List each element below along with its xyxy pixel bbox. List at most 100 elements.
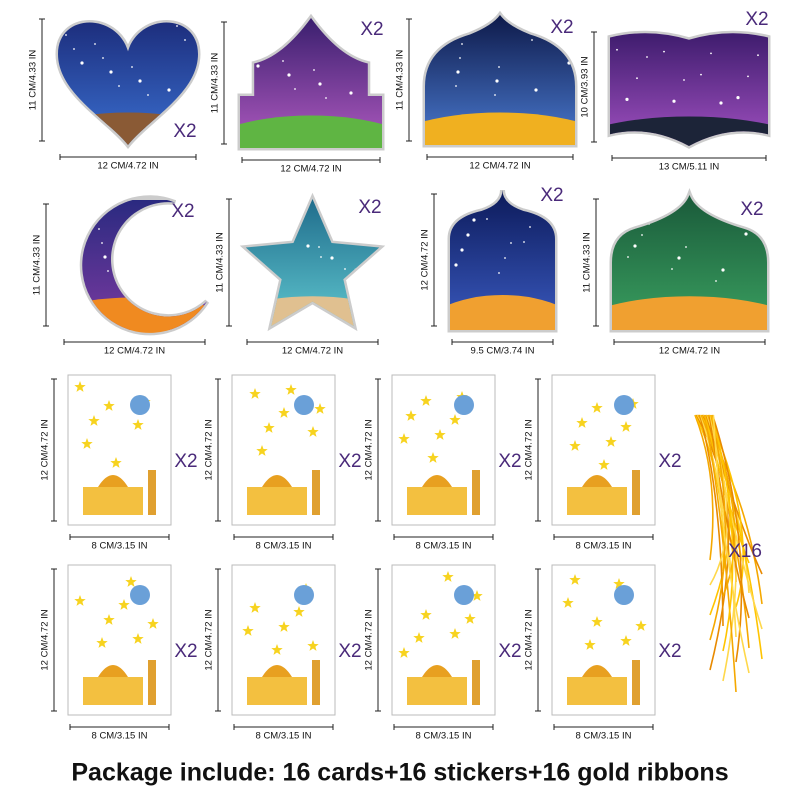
card-ground xyxy=(450,295,555,330)
card-ground xyxy=(612,296,767,330)
quantity-label: X2 xyxy=(540,185,563,206)
star-dot xyxy=(306,244,310,248)
width-label: 8 CM/3.15 IN xyxy=(416,731,472,742)
quantity-label: X2 xyxy=(174,641,197,662)
sticker-sheet xyxy=(391,374,496,526)
quantity-label: X2 xyxy=(498,641,521,662)
sticker-figure xyxy=(294,585,314,605)
star-dot xyxy=(67,233,69,235)
height-label: 11 CM/4.33 IN xyxy=(215,232,226,293)
sticker-minaret xyxy=(632,660,640,705)
sticker-mosque xyxy=(247,487,307,515)
star-dot xyxy=(107,270,109,272)
star-dot xyxy=(344,268,346,270)
sticker-star xyxy=(413,632,425,643)
star-dot xyxy=(246,210,248,212)
ribbon-bundle xyxy=(694,414,763,693)
sticker-star xyxy=(278,621,290,632)
sticker-star xyxy=(562,597,574,608)
star-dot xyxy=(287,73,291,77)
sticker-minaret xyxy=(312,470,320,515)
star-dot xyxy=(282,60,284,62)
star-dot xyxy=(356,28,358,30)
height-label: 12 CM/4.72 IN xyxy=(364,609,375,670)
star-dot xyxy=(251,51,253,53)
star-dot xyxy=(570,48,572,50)
quantity-label: X2 xyxy=(358,197,381,218)
sticker-dome xyxy=(422,475,452,487)
star-dot xyxy=(171,273,175,277)
star-dot xyxy=(466,233,470,237)
sticker-star xyxy=(307,426,319,437)
star-dot xyxy=(721,268,725,272)
star-dot xyxy=(69,246,72,249)
sticker-star xyxy=(569,574,581,585)
width-label: 8 CM/3.15 IN xyxy=(256,731,312,742)
sticker-sheet xyxy=(391,564,496,716)
sticker-star xyxy=(125,576,137,587)
sticker-star xyxy=(471,590,483,601)
sticker-star xyxy=(118,599,130,610)
sticker-star xyxy=(598,459,610,470)
star-dot xyxy=(710,52,712,55)
sticker-star xyxy=(278,407,290,418)
width-label: 12 CM/4.72 IN xyxy=(104,346,165,357)
star-dot xyxy=(94,43,96,45)
sticker-dome xyxy=(98,665,128,677)
sticker-minaret xyxy=(632,470,640,515)
height-label: 12 CM/4.72 IN xyxy=(40,609,51,670)
width-label: 9.5 CM/3.74 IN xyxy=(471,346,535,357)
width-label: 13 CM/5.11 IN xyxy=(659,162,720,173)
sticker-figure xyxy=(614,395,634,415)
sticker-dome xyxy=(582,665,612,677)
star-dot xyxy=(646,56,648,58)
star-dot xyxy=(325,97,327,99)
star-dot xyxy=(700,73,702,76)
star-dot xyxy=(627,256,629,258)
star-dot xyxy=(58,22,60,23)
star-dot xyxy=(510,242,512,244)
star-dot xyxy=(533,25,535,27)
sticker-dome xyxy=(262,665,292,677)
star-dot xyxy=(73,48,75,50)
star-dot xyxy=(747,75,749,78)
width-label: 8 CM/3.15 IN xyxy=(256,541,312,552)
sticker-star xyxy=(256,445,268,456)
quantity-label: X2 xyxy=(745,9,768,30)
sticker-star xyxy=(620,635,632,646)
sticker-star xyxy=(605,436,617,447)
height-label: 11 CM/4.33 IN xyxy=(32,235,43,296)
height-label: 12 CM/4.72 IN xyxy=(40,419,51,480)
star-dot xyxy=(64,219,66,221)
star-dot xyxy=(671,268,673,270)
sticker-star xyxy=(314,403,326,414)
width-label: 8 CM/3.15 IN xyxy=(576,541,632,552)
sticker-sheet xyxy=(67,564,172,716)
quantity-label: X2 xyxy=(171,201,194,222)
height-label: 11 CM/4.33 IN xyxy=(395,50,406,111)
height-label: 11 CM/4.33 IN xyxy=(582,232,593,293)
sticker-star xyxy=(591,616,603,627)
quantity-label: X2 xyxy=(550,17,573,38)
star-dot xyxy=(294,88,296,90)
star-dot xyxy=(167,88,171,92)
quantity-label: X2 xyxy=(740,199,763,220)
width-label: 12 CM/4.72 IN xyxy=(97,161,158,172)
star-dot xyxy=(101,242,103,244)
star-dot xyxy=(176,25,178,27)
ribbon xyxy=(708,414,750,619)
star-dot xyxy=(472,218,476,222)
star-dot xyxy=(757,54,759,57)
star-dot xyxy=(109,70,113,74)
card-ground xyxy=(82,297,208,333)
star-dot xyxy=(141,279,143,281)
star-dot xyxy=(456,70,460,74)
star-dot xyxy=(719,101,723,105)
quantity-label: X2 xyxy=(658,451,681,472)
sticker-minaret xyxy=(148,660,156,705)
sticker-dome xyxy=(262,475,292,487)
star-dot xyxy=(494,94,496,96)
quantity-label: X16 xyxy=(728,541,762,562)
star-dot xyxy=(137,264,141,268)
